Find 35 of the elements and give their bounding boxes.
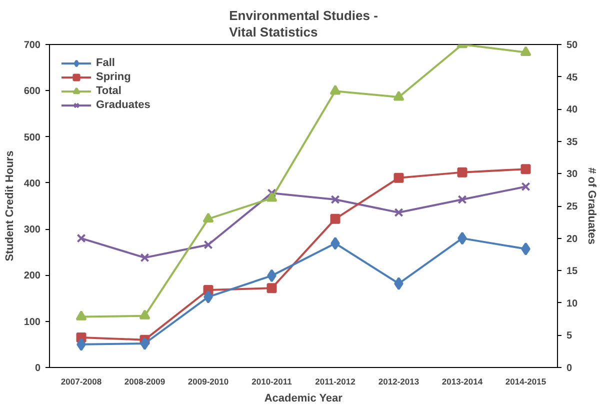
legend-label: Fall <box>96 56 116 70</box>
legend-label: Spring <box>96 70 131 84</box>
y2-tick-label: 40 <box>566 104 578 116</box>
y-tick-label: 300 <box>24 224 41 236</box>
y2-tick-label: 50 <box>566 40 578 51</box>
y2-tick-label: 15 <box>566 266 578 278</box>
y-tick-label: 0 <box>34 363 41 374</box>
y2-axis-title: # of Graduates <box>586 167 598 245</box>
legend-label: Total <box>96 84 122 98</box>
y2-tick-label: 20 <box>566 234 578 245</box>
y2-tick-label: 5 <box>566 330 572 342</box>
x-axis-title: Academic Year <box>264 392 344 404</box>
x-tick-label: 2010-2011 <box>252 376 292 386</box>
x-tick-label: 2012-2013 <box>378 376 420 386</box>
x-tick-label: 2009-2010 <box>188 376 229 386</box>
x-tick-label: 2007-2008 <box>60 376 102 386</box>
y2-tick-label: 25 <box>566 202 578 212</box>
y2-tick-label: 35 <box>566 136 578 148</box>
y-tick-label: 600 <box>24 86 41 98</box>
legend-label: Graduates <box>96 98 150 112</box>
y-tick-label: 100 <box>24 316 41 328</box>
x-tick-label: 2013-2014 <box>442 376 483 386</box>
y-tick-label: 500 <box>24 132 41 144</box>
y-tick-label: 400 <box>24 178 41 190</box>
y2-tick-label: 10 <box>566 298 578 310</box>
y-tick-label: 200 <box>24 270 41 282</box>
chart-title: Environmental Studies - Vital Statistics <box>229 8 378 40</box>
y2-tick-label: 30 <box>566 169 578 180</box>
y2-tick-label: 0 <box>566 363 572 374</box>
y2-tick-label: 45 <box>566 72 578 84</box>
x-tick-label: 2008-2009 <box>124 376 166 386</box>
x-tick-label: 2011-2012 <box>315 376 356 386</box>
y-tick-label: 700 <box>24 40 41 51</box>
y-axis-title: Student Credit Hours <box>4 150 16 262</box>
x-tick-label: 2014-2015 <box>505 376 546 386</box>
